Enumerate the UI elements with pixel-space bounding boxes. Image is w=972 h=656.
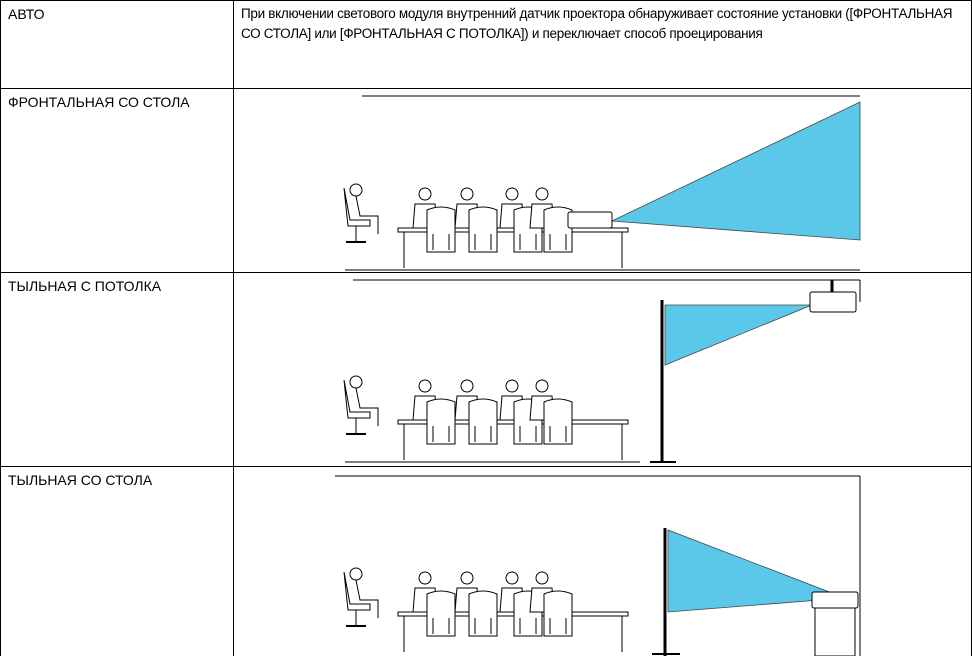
description: При включении светового модуля внутренни… xyxy=(241,6,953,41)
row-label-cell: ФРОНТАЛЬНАЯ СО СТОЛА xyxy=(0,88,234,273)
illustration-cell xyxy=(233,466,972,656)
row-label: ТЫЛЬНАЯ С ПОТОЛКА xyxy=(8,278,162,294)
illustration-cell xyxy=(233,272,972,467)
illustration-cell xyxy=(233,88,972,273)
row-label: ТЫЛЬНАЯ СО СТОЛА xyxy=(8,472,153,488)
row-label-cell: АВТО xyxy=(0,0,234,89)
description-cell: При включении светового модуля внутренни… xyxy=(233,0,972,89)
row-label: ФРОНТАЛЬНАЯ СО СТОЛА xyxy=(8,94,190,110)
row-label: АВТО xyxy=(8,6,45,22)
row-label-cell: ТЫЛЬНАЯ СО СТОЛА xyxy=(0,466,234,656)
row-label-cell: ТЫЛЬНАЯ С ПОТОЛКА xyxy=(0,272,234,467)
